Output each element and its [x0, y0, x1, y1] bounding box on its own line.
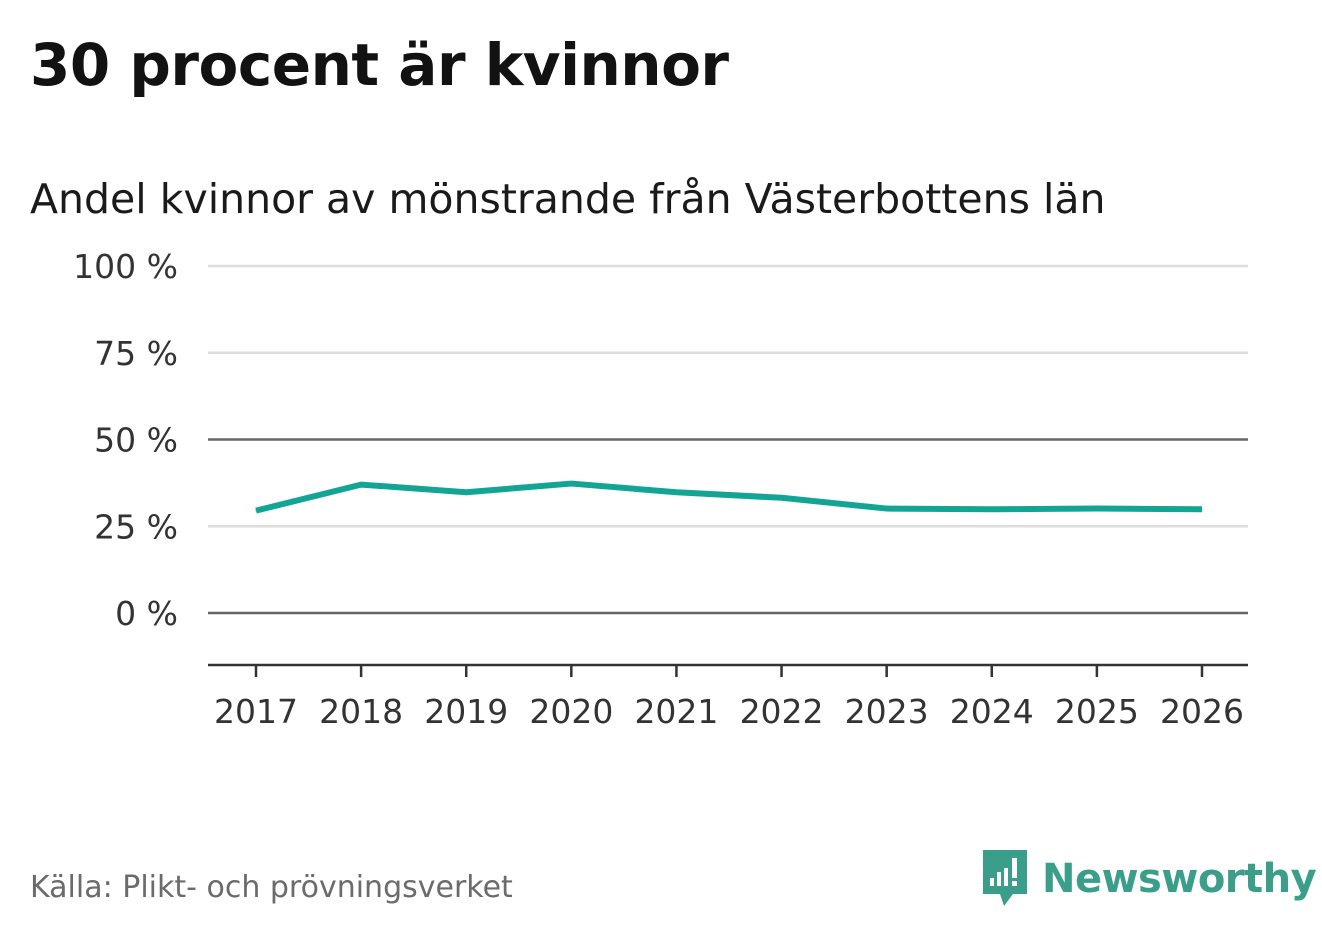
x-tick-label: 2025: [1055, 692, 1139, 731]
x-tick-label: 2017: [214, 692, 298, 731]
series-line: [255, 480, 1203, 514]
brand-name: Newsworthy: [1042, 856, 1317, 902]
x-tick-label: 2022: [740, 692, 824, 731]
y-tick-label: 50 %: [94, 421, 178, 460]
data-point: [570, 483, 572, 485]
x-tick-label: 2023: [845, 692, 929, 731]
data-point: [360, 484, 362, 486]
data-point: [781, 497, 783, 499]
logo-bar: [990, 878, 994, 886]
y-tick-label: 25 %: [94, 507, 178, 546]
x-tick-label: 2020: [529, 692, 613, 731]
newsworthy-logo-icon: [983, 850, 1027, 906]
logo-dot: [1012, 881, 1017, 886]
chart-subtitle: Andel kvinnor av mönstrande från Västerb…: [30, 175, 1106, 223]
line-chart: 0 % 25 % 50 % 75 % 100 % 2017 2018 2019 2020 202…: [73, 247, 1248, 731]
y-axis-labels: 0 % 25 % 50 % 75 % 100 %: [73, 247, 178, 633]
data-point: [991, 508, 993, 510]
x-tick-label: 2024: [950, 692, 1034, 731]
data-point: [255, 510, 257, 512]
x-tick-label: 2018: [319, 692, 403, 731]
gridlines: [208, 264, 1248, 615]
y-tick-label: 100 %: [73, 247, 178, 286]
newsworthy-brand: Newsworthy: [980, 848, 1317, 910]
data-point: [1096, 508, 1098, 510]
y-tick-label: 75 %: [94, 334, 178, 373]
x-tick-label: 2021: [634, 692, 718, 731]
x-tick-label: 2026: [1160, 692, 1244, 731]
data-point: [886, 508, 888, 510]
data-point: [675, 491, 677, 493]
logo-bar: [1004, 868, 1008, 886]
x-tick-label: 2019: [424, 692, 508, 731]
logo-bar: [1012, 858, 1017, 878]
chart-title: 30 procent är kvinnor: [30, 31, 729, 99]
data-point: [1201, 508, 1203, 510]
logo-bar: [997, 872, 1001, 886]
source-note: Källa: Plikt- och prövningsverket: [30, 870, 513, 905]
y-tick-label: 0 %: [115, 594, 178, 633]
data-point: [465, 491, 467, 493]
x-axis: 2017 2018 2019 2020 2021 2022 2023 2024 2025 2026: [208, 663, 1248, 731]
series: [255, 480, 1203, 514]
